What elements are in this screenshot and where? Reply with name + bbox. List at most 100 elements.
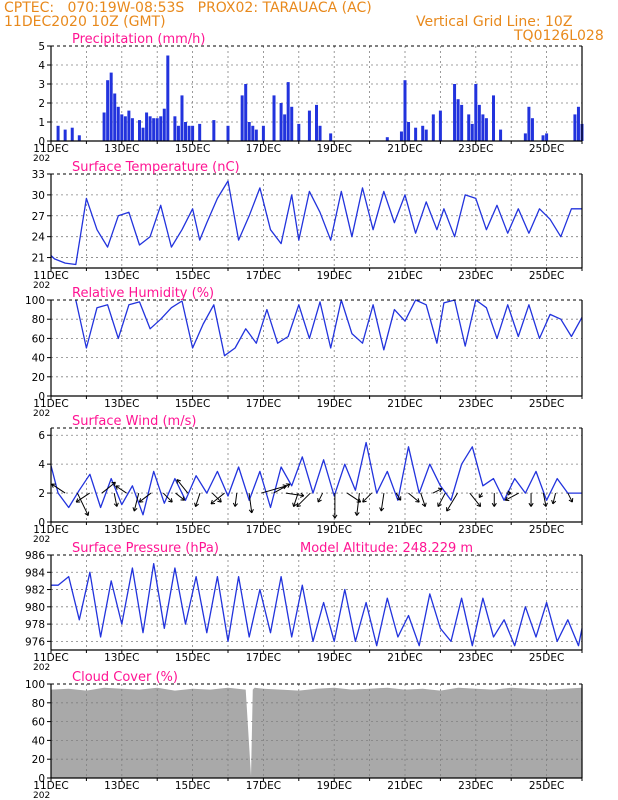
wind-vector-arrowhead xyxy=(113,502,119,507)
x-tick-label: 15DEC xyxy=(175,780,210,792)
wind-vector-arrow xyxy=(261,485,287,494)
x-tick-label: 11DEC xyxy=(33,270,68,282)
precip-bar xyxy=(492,95,495,141)
precip-bar xyxy=(261,125,265,141)
precip-bar xyxy=(279,103,283,141)
precip-bar xyxy=(63,129,67,141)
wind-vector-arrowhead xyxy=(491,502,497,507)
wind-vector-arrow xyxy=(542,492,547,507)
wind-vector-arrow xyxy=(356,493,360,516)
precip-bar xyxy=(431,114,435,141)
y-tick-label: 40 xyxy=(32,735,45,747)
wind-vector-arrowhead xyxy=(292,502,298,507)
y-tick-label: 5 xyxy=(38,41,45,53)
x-tick-label: 25DEC xyxy=(529,524,564,536)
y-tick-label: 24 xyxy=(32,232,46,244)
x-tick-label: 13DEC xyxy=(104,524,139,536)
x-tick-label: 11DEC xyxy=(33,398,68,410)
precip-bar xyxy=(499,129,503,141)
wind-vector-arrowhead xyxy=(446,507,451,512)
header-model-code: TQ0126L028 xyxy=(514,28,604,44)
header-run-time: 11DEC2020 10Z (GMT) xyxy=(4,14,166,30)
wind-vector-arrowhead xyxy=(168,498,173,503)
series-line-temp xyxy=(50,180,582,266)
wind-vector-arrowhead xyxy=(84,511,90,517)
precip-bar xyxy=(120,114,124,141)
x-tick-label: 11DEC xyxy=(33,780,68,792)
precip-bar xyxy=(141,127,145,141)
wind-vector-arrowhead xyxy=(138,498,144,503)
wind-vector-arrowhead xyxy=(504,496,510,502)
x-tick-label: 11DEC xyxy=(33,652,68,664)
wind-vector-arrow xyxy=(469,492,481,507)
precip-bar xyxy=(407,122,411,141)
x-tick-label: 17DEC xyxy=(246,524,281,536)
x-tick-label: 23DEC xyxy=(458,270,493,282)
wind-vector-arrow xyxy=(101,481,116,494)
x-tick-label: 21DEC xyxy=(387,143,422,155)
x-tick-label: 17DEC xyxy=(246,780,281,792)
wind-vector-arrow xyxy=(408,492,420,503)
precip-bar xyxy=(527,106,531,141)
precip-bar xyxy=(152,118,156,141)
y-tick-label: 27 xyxy=(32,211,45,223)
precip-bar xyxy=(290,106,294,141)
wind-vector-arrowhead xyxy=(396,496,402,501)
precip-bar xyxy=(173,116,177,141)
precip-bar xyxy=(123,116,127,141)
precip-bar xyxy=(399,131,403,141)
y-tick-label: 982 xyxy=(25,585,45,597)
precip-bar xyxy=(106,80,110,141)
x-year-marker: 202 xyxy=(33,281,50,291)
x-tick-label: 23DEC xyxy=(458,143,493,155)
precip-bar xyxy=(247,122,251,141)
header-station-line: CPTEC: 070:19W-08:53S PROX02: TARAUACA (… xyxy=(4,0,372,16)
precip-bar xyxy=(254,129,258,141)
precip-bar xyxy=(226,125,230,141)
x-tick-label: 11DEC xyxy=(33,143,68,155)
x-tick-label: 13DEC xyxy=(104,652,139,664)
y-tick-label: 4 xyxy=(38,459,45,471)
precip-bar xyxy=(573,114,577,141)
precip-bar xyxy=(307,110,311,141)
precip-bar xyxy=(460,104,464,141)
wind-vector-arrow xyxy=(211,492,222,503)
y-tick-label: 984 xyxy=(25,567,45,579)
precip-bar xyxy=(414,127,418,141)
x-year-marker: 202 xyxy=(33,535,50,545)
wind-vector-arrowhead xyxy=(379,507,385,512)
x-tick-label: 15DEC xyxy=(175,143,210,155)
wind-vector-arrowhead xyxy=(217,498,222,503)
x-tick-label: 21DEC xyxy=(387,780,422,792)
panel-wind xyxy=(47,427,583,525)
precip-bar xyxy=(56,125,60,141)
wind-vector-arrowhead xyxy=(210,499,216,505)
x-tick-label: 17DEC xyxy=(246,652,281,664)
panel-subtitle-pres: Model Altitude: 248.229 m xyxy=(300,541,473,556)
precip-bar xyxy=(315,104,318,141)
wind-vector-arrowhead xyxy=(332,514,338,519)
x-tick-label: 21DEC xyxy=(387,398,422,410)
x-tick-label: 15DEC xyxy=(175,270,210,282)
wind-vector-arrow xyxy=(380,493,385,512)
wind-vector-arrow xyxy=(420,492,426,507)
panel-title-rh: Relative Humidity (%) xyxy=(72,286,214,301)
panel-pres xyxy=(47,554,583,653)
wind-vector-arrowhead xyxy=(551,499,557,505)
x-tick-label: 13DEC xyxy=(104,143,139,155)
precip-bar xyxy=(187,125,191,141)
x-tick-label: 25DEC xyxy=(529,270,564,282)
cloud-cover-area xyxy=(51,687,582,778)
x-tick-label: 15DEC xyxy=(175,398,210,410)
y-tick-label: 0 xyxy=(38,391,45,403)
precip-bar xyxy=(148,116,152,141)
precip-bar xyxy=(116,106,120,141)
wind-vector-arrow xyxy=(175,492,185,501)
x-tick-label: 21DEC xyxy=(387,270,422,282)
panel-title-cloud: Cloud Cover (%) xyxy=(72,670,178,685)
precip-bar xyxy=(541,135,545,141)
x-year-marker: 202 xyxy=(33,791,50,800)
precip-bar xyxy=(456,99,460,141)
x-tick-label: 25DEC xyxy=(529,398,564,410)
wind-vector-arrow xyxy=(138,492,152,503)
